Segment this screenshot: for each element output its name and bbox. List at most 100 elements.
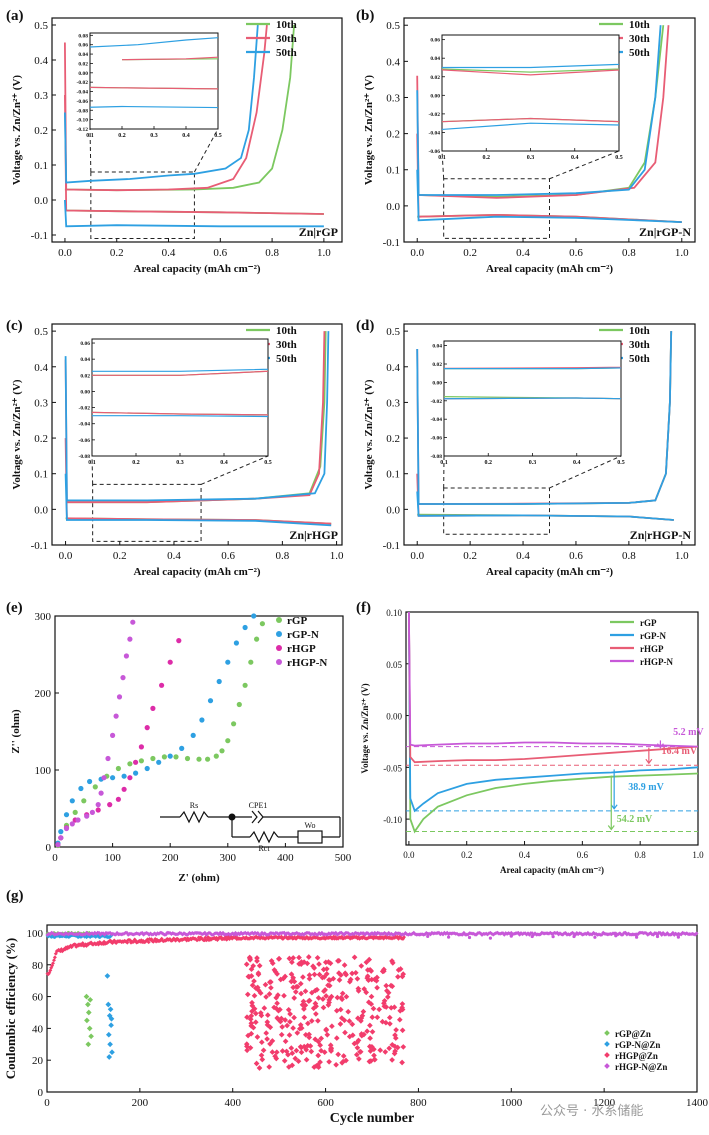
inset-series-30th-discharge	[442, 117, 619, 123]
inset-y-tick-label: 0.00	[432, 380, 442, 386]
data-point-rGP	[205, 756, 211, 762]
data-point-rHGP@Zn	[297, 980, 304, 987]
data-point-rGP-N@Zn	[109, 1049, 115, 1056]
data-point-rGP	[231, 721, 237, 727]
x-tick-label: 1.0	[675, 550, 689, 562]
data-point-rHGP@Zn	[279, 1048, 286, 1054]
plot-frame	[405, 611, 699, 846]
y-tick-label: 20	[32, 1055, 44, 1067]
data-point-rHGP@Zn	[320, 966, 327, 973]
inset-y-tick-label: -0.06	[77, 99, 89, 105]
inset-series-50th-discharge	[442, 122, 619, 131]
y-tick-label: 0.1	[34, 160, 48, 172]
data-point-rHGP@Zn	[338, 994, 345, 1001]
inset-series-30th-charge	[121, 56, 218, 61]
legend-label: 50th	[629, 353, 650, 365]
data-point-rHGP@Zn	[271, 1004, 277, 1011]
legend-label: rHGP	[287, 643, 316, 655]
data-point-rHGP@Zn	[294, 983, 301, 990]
legend-label: rHGP-N@Zn	[615, 1062, 667, 1072]
chart-panel-d: (d) 0.0 0.2 0.4 0.6 0.8 1.0 -0.1 0.0 0.1 0.2 0.3 0.4…	[356, 318, 696, 578]
data-point-rHGP@Zn	[306, 997, 313, 1004]
inset-y-tick-label: 0.06	[430, 38, 440, 44]
y-tick-label: 0.2	[386, 129, 400, 141]
data-point-rHGP-N@Zn	[593, 935, 597, 939]
data-point-rHGP-N	[116, 694, 123, 700]
data-point-rHGP@Zn	[290, 955, 297, 961]
cell-label: Zn|rHGP	[289, 528, 338, 542]
plot-frame	[51, 323, 343, 546]
y-tick-label: -0.1	[31, 230, 48, 242]
data-point-rHGP@Zn	[264, 1012, 271, 1018]
data-point-rHGP@Zn	[287, 1018, 293, 1025]
x-axis-label: Areal capacity (mAh cm⁻²)	[133, 566, 260, 578]
legend-label: rHGP-N	[287, 657, 327, 669]
data-point-rGP	[196, 756, 202, 762]
data-point-rHGP@Zn	[302, 988, 309, 995]
data-point-rHGP	[150, 705, 156, 712]
data-point-rHGP@Zn	[326, 1058, 332, 1065]
data-point-rHGP@Zn	[310, 1005, 317, 1012]
data-point-rHGP@Zn	[269, 1049, 276, 1055]
data-point-rHGP@Zn	[254, 958, 260, 964]
data-point-rHGP@Zn	[293, 1047, 300, 1054]
data-point-rHGP@Zn	[249, 1008, 255, 1015]
x-tick-label: 0.2	[113, 550, 127, 562]
legend-label: 50th	[276, 353, 297, 365]
data-point-rHGP@Zn	[252, 1019, 259, 1026]
data-point-rGP-N@Zn	[107, 1006, 114, 1013]
panel-label: (a)	[6, 8, 24, 24]
inset-y-tick-label: -0.06	[429, 149, 441, 155]
data-point-rHGP@Zn	[250, 1024, 257, 1031]
data-point-rHGP-N	[110, 732, 116, 739]
data-point-rHGP@Zn	[244, 1014, 250, 1021]
data-point-rHGP@Zn	[264, 1036, 270, 1042]
chart-panel-b: (b) 0.0 0.2 0.4 0.6 0.8 1.0 -0.1 0.0 0.1 0.2 0.3 0.4…	[356, 8, 696, 275]
y-tick-label: 0.4	[34, 55, 48, 67]
data-point-rHGP@Zn	[274, 1000, 280, 1007]
data-point-rGP	[225, 738, 231, 744]
data-point-rHGP@Zn	[245, 1032, 251, 1039]
y-tick-label: 0.5	[386, 20, 400, 32]
x-tick-label: 500	[335, 852, 352, 864]
x-tick-label: 0.6	[577, 850, 589, 860]
zoom-connector	[89, 128, 92, 173]
inset-x-tick-label: 0.2	[483, 155, 491, 161]
zoom-box	[92, 483, 202, 542]
data-point-rHGP@Zn	[400, 971, 407, 977]
data-point-rGP-N	[110, 775, 116, 781]
y-axis-label: Voltage vs. Zn/Zn²⁺ (V)	[363, 379, 375, 489]
inset-x-tick-label: 0.3	[176, 460, 184, 466]
data-point-rHGP@Zn	[379, 968, 386, 975]
data-point-rHGP@Zn	[355, 985, 362, 992]
y-tick-label: -0.05	[383, 763, 402, 773]
data-point-rGP	[248, 659, 254, 665]
data-point-rHGP@Zn	[306, 972, 313, 978]
inset-x-tick-label: 0.3	[527, 155, 535, 161]
data-point-rHGP@Zn	[367, 1022, 373, 1029]
data-point-rHGP@Zn	[250, 963, 257, 969]
y-tick-label: 0.1	[386, 469, 400, 481]
data-point-rGP@Zn	[86, 1025, 93, 1032]
data-point-rGP-N	[225, 659, 231, 665]
data-point-rHGP	[159, 682, 165, 688]
data-point-rGP	[72, 809, 78, 816]
data-point-rHGP@Zn	[311, 971, 318, 978]
data-point-rHGP@Zn	[308, 1018, 315, 1024]
data-point-rHGP@Zn	[320, 1004, 327, 1011]
equivalent-circuit: Rs CPE1 Rct Wo	[160, 801, 341, 853]
data-point-rHGP@Zn	[374, 1014, 381, 1021]
data-point-rHGP@Zn	[254, 1034, 261, 1040]
data-point-rHGP@Zn	[278, 1031, 285, 1038]
x-tick-label: 0.2	[463, 550, 477, 562]
data-point-rHGP@Zn	[289, 959, 295, 966]
data-point-rHGP-N	[75, 817, 81, 823]
inset-x-tick-label: 0.1	[440, 460, 448, 466]
data-point-rHGP@Zn	[258, 1052, 265, 1059]
x-tick-label: 0.4	[516, 550, 530, 562]
data-point-rHGP@Zn	[386, 1045, 393, 1052]
data-point-rHGP@Zn	[373, 977, 380, 984]
y-tick-label: 0.3	[34, 90, 48, 102]
data-point-rHGP-N	[123, 653, 129, 659]
data-point-rHGP@Zn	[341, 962, 348, 968]
